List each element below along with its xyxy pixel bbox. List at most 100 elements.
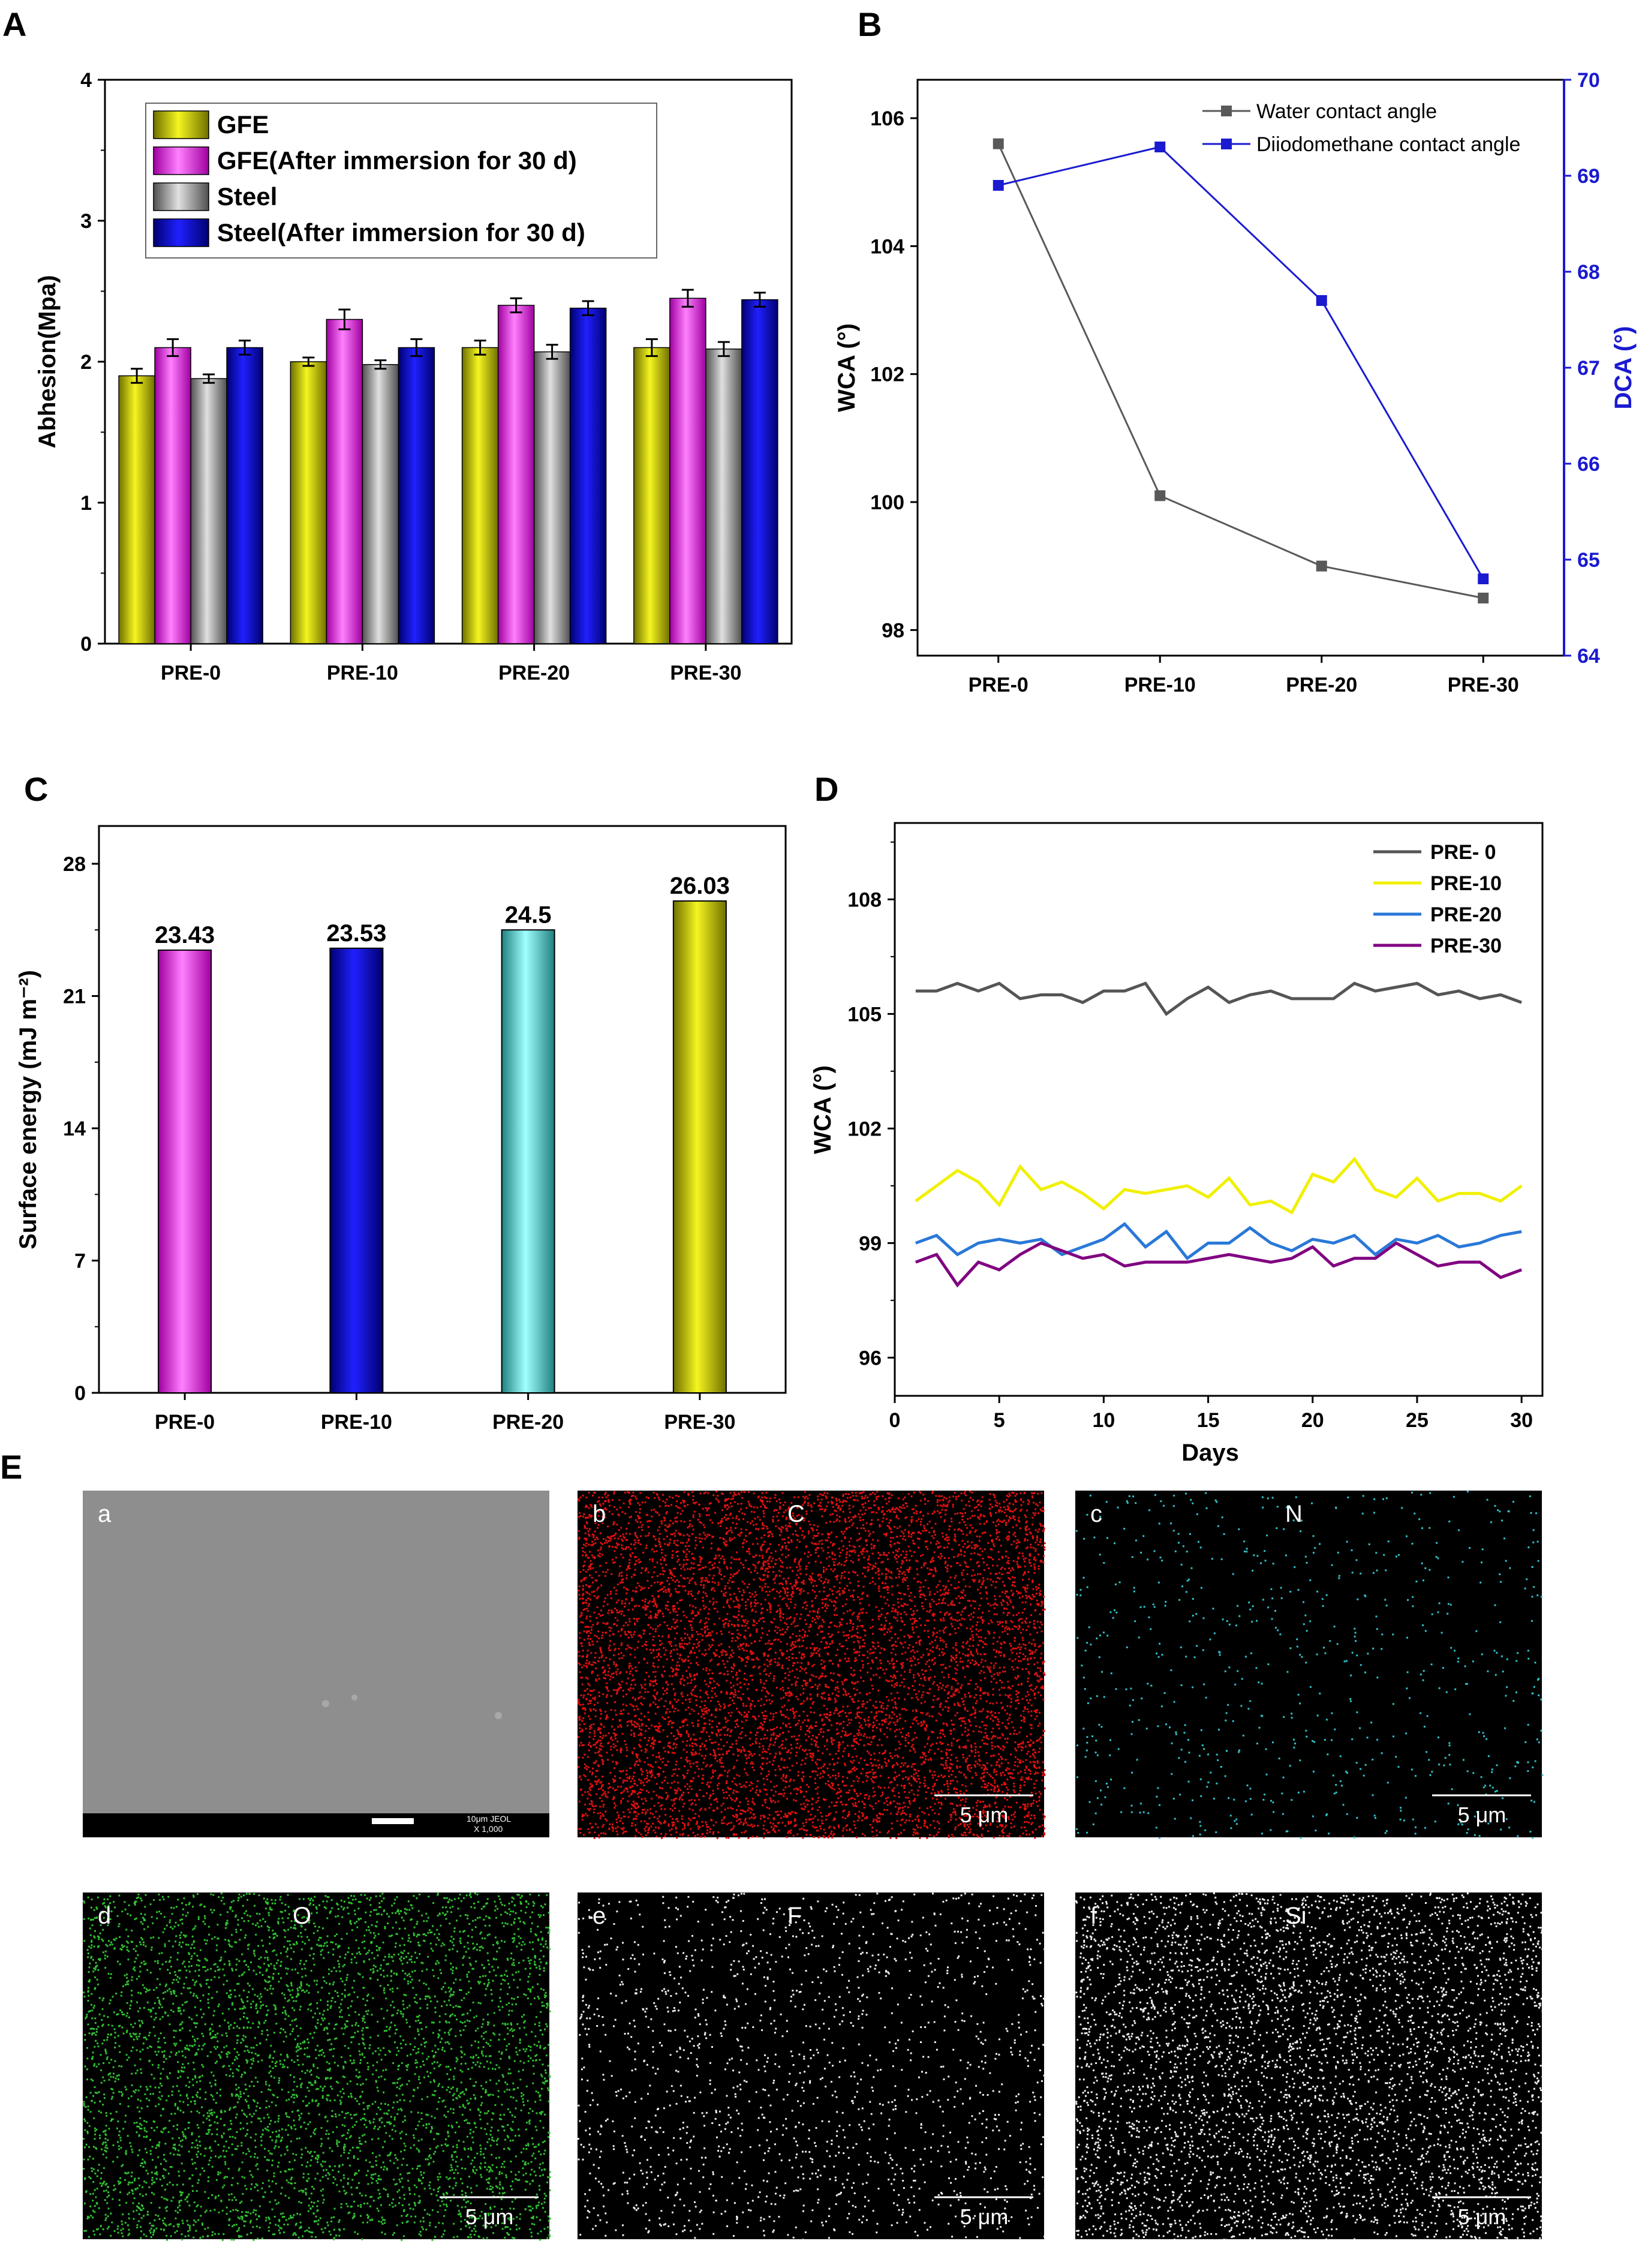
chart-d-legend-label: PRE-10 — [1430, 872, 1502, 895]
chart-b-point — [1316, 560, 1327, 572]
chart-b-legend: Water contact angle Diiodomethane contact… — [1202, 100, 1520, 156]
chart-d-xtick-label: 0 — [889, 1409, 901, 1432]
chart-d-legend-label: PRE- 0 — [1430, 841, 1496, 864]
chart-a-legend-swatch — [153, 110, 209, 139]
chart-a-ylabel: Abhesion(Mpa) — [34, 275, 61, 449]
panel-letter-a: A — [2, 5, 26, 43]
eds-image-background — [1075, 1491, 1542, 1837]
chart-c-data-label: 23.53 — [326, 920, 386, 947]
chart-c-data-label: 24.5 — [505, 902, 552, 928]
chart-b-point — [993, 138, 1004, 149]
chart-c-bars: 23.43 23.53 24.5 26.03 — [155, 873, 730, 1394]
chart-a-bar — [290, 361, 327, 644]
chart-d-ylabel: WCA (°) — [810, 1065, 836, 1154]
chart-d-series — [915, 981, 1523, 1288]
chart-c-bar — [501, 929, 555, 1393]
eds-image-f: f Si 5 μm — [1075, 1892, 1544, 2241]
chart-b-legend-label: Water contact angle — [1256, 100, 1437, 123]
chart-a-y-ticks: 0 1 2 3 4 — [80, 69, 105, 656]
chart-b-y2tick-label: 65 — [1577, 549, 1600, 572]
chart-a-bar — [190, 378, 227, 644]
chart-a-legend — [145, 103, 657, 259]
chart-d-ytick-label: 99 — [859, 1232, 882, 1255]
chart-b-y2tick-label: 64 — [1577, 645, 1600, 668]
chart-a-bar — [533, 351, 571, 644]
chart-c-frame — [98, 825, 787, 1394]
chart-a-ytick-label: 2 — [80, 351, 92, 374]
chart-a-bar — [741, 299, 778, 644]
eds-dot-map — [1075, 1892, 1544, 2241]
chart-d-ytick-label: 108 — [847, 888, 882, 911]
chart-c-ytick-label: 14 — [63, 1118, 86, 1140]
chart-a-xtick-label: PRE-10 — [327, 662, 398, 684]
chart-b-y2tick-label: 67 — [1577, 357, 1600, 380]
chart-a-bar — [326, 319, 363, 644]
chart-b-ylabel: WCA (°) — [834, 323, 860, 412]
eds-element-label: O — [293, 1903, 311, 1929]
chart-a-legend-swatch — [153, 182, 209, 211]
eds-image-background — [1075, 1892, 1542, 2239]
chart-b-y2tick-label: 70 — [1577, 69, 1600, 92]
chart-a-legend-items: GFE GFE(After immersion for 30 d) Steel Ste… — [153, 110, 585, 247]
chart-a-ytick-label: 4 — [80, 69, 92, 92]
chart-b-xtick-label: PRE-20 — [1286, 674, 1357, 696]
chart-a-legend-label: GFE(After immersion for 30 d) — [217, 146, 577, 175]
chart-d-legend-label: PRE-30 — [1430, 935, 1502, 957]
eds-image-c: c N 5 μm — [1075, 1491, 1544, 1839]
chart-a-bar — [362, 364, 399, 644]
sem-scale-bar — [372, 1818, 414, 1824]
chart-d-series-line — [915, 1241, 1523, 1288]
chart-a-xtick-label: PRE-0 — [161, 662, 221, 684]
chart-b-ytick-label: 104 — [870, 235, 904, 258]
sem-info-bar — [83, 1813, 549, 1837]
chart-b-series — [993, 138, 1489, 603]
eds-image-e: e F 5 μm — [578, 1892, 1046, 2241]
chart-c-ytick-label: 7 — [74, 1250, 86, 1273]
sem-particle — [322, 1700, 329, 1707]
chart-b-xtick-label: PRE-30 — [1448, 674, 1519, 696]
chart-b-xtick-label: PRE-0 — [969, 674, 1029, 696]
chart-a-bar — [497, 305, 535, 644]
chart-d-ytick-label: 96 — [859, 1347, 882, 1369]
chart-a-bar — [569, 307, 607, 644]
chart-b-contact-angles: 98 100 102 104 106 64 65 66 67 68 69 70 PRE-0 PRE-10 P… — [834, 69, 1637, 696]
chart-c-xtick-label: PRE-30 — [664, 1411, 735, 1434]
chart-c-bar — [672, 900, 727, 1394]
chart-c-bar — [158, 949, 212, 1393]
chart-d-frame — [894, 822, 1544, 1397]
eds-dot-map — [1075, 1491, 1544, 1839]
chart-d-series-line — [915, 981, 1523, 1016]
chart-b-series-line — [997, 143, 1484, 599]
chart-b-xtick-label: PRE-10 — [1124, 674, 1196, 696]
chart-a-bar — [118, 375, 155, 644]
eds-scale-label: 5 μm — [1458, 2204, 1506, 2229]
chart-b-point — [1478, 593, 1489, 603]
chart-a-bar — [226, 347, 263, 644]
chart-c-data-label: 23.43 — [155, 922, 215, 948]
chart-d-series-line — [915, 1222, 1522, 1261]
sem-particle — [495, 1712, 502, 1719]
chart-a-bar — [154, 347, 191, 644]
chart-a-bar — [398, 347, 435, 644]
eds-dot-map — [578, 1491, 1046, 1839]
chart-d-ticks: 96 99 102 105 108 0 5 10 15 20 25 30 — [847, 841, 1533, 1432]
chart-b-ticks: 98 100 102 104 106 64 65 66 67 68 69 70 PRE-0 PRE-10 P… — [870, 69, 1600, 696]
chart-b-legend-label: Diiodomethane contact angle — [1256, 133, 1520, 156]
eds-letter: a — [98, 1501, 112, 1527]
eds-dot-map — [83, 1892, 551, 2241]
chart-d-xtick-label: 10 — [1092, 1409, 1115, 1432]
eds-scale-label: 5 μm — [465, 2204, 514, 2229]
chart-b-frame — [916, 79, 1565, 657]
chart-a-legend-label: GFE — [217, 110, 269, 139]
chart-b-legend-marker — [1221, 139, 1232, 149]
chart-a-bars — [118, 289, 778, 644]
eds-letter: c — [1090, 1501, 1102, 1527]
chart-d-legend: PRE- 0 PRE-10 PRE-20 PRE-30 — [1373, 841, 1502, 957]
chart-a-legend-swatch — [153, 218, 209, 247]
chart-d-xtick-label: 30 — [1510, 1409, 1533, 1432]
chart-a-adhesion: 0 1 2 3 4 PRE-0 PRE-10 PRE-20 PRE-30 Abhesion(M… — [34, 69, 793, 684]
chart-d-ytick-label: 105 — [847, 1003, 882, 1026]
panel-letter-e: E — [0, 1448, 22, 1486]
chart-c-bar — [329, 947, 384, 1394]
